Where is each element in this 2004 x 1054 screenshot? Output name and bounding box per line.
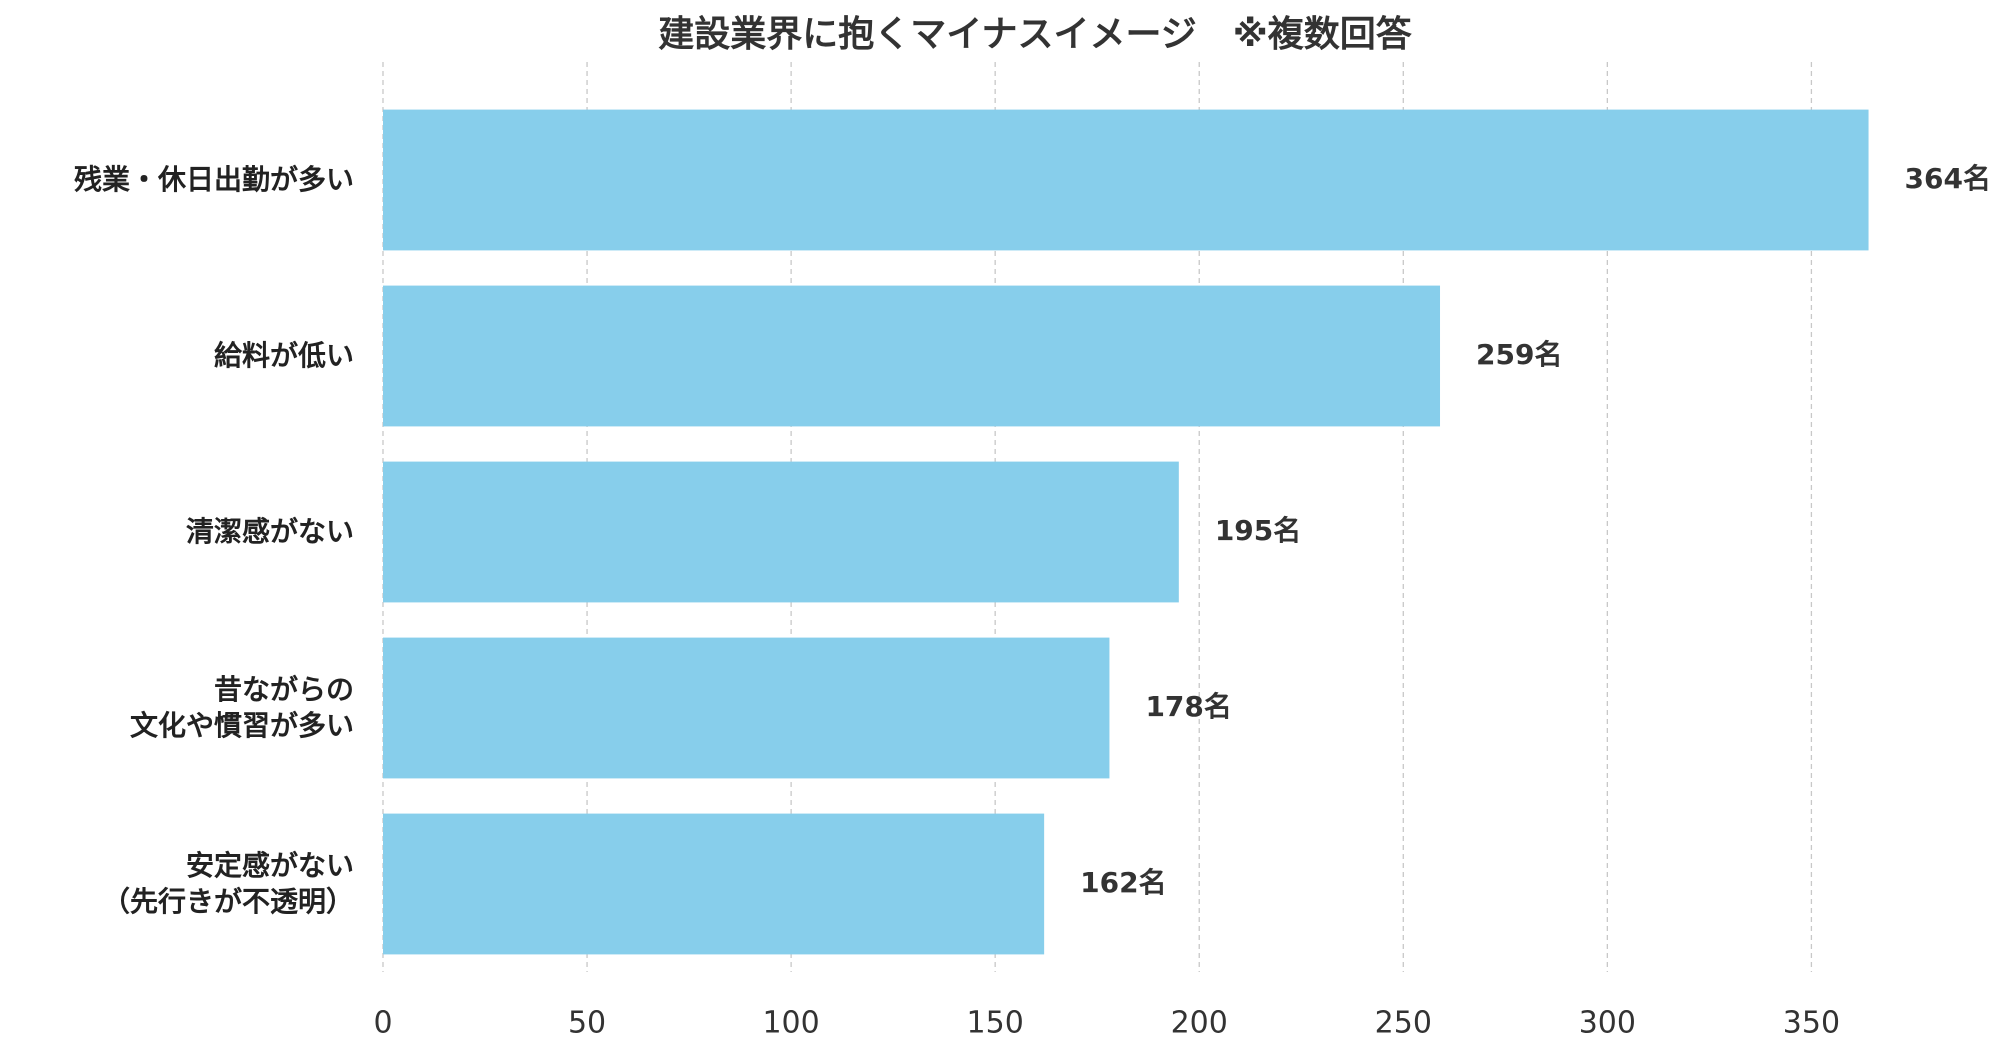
chart-title: 建設業界に抱くマイナスイメージ ※複数回答 xyxy=(658,14,1413,55)
bar xyxy=(383,285,1441,427)
bar xyxy=(383,637,1110,779)
x-tick-label: 300 xyxy=(1579,1006,1636,1041)
value-label: 162名 xyxy=(1080,866,1166,899)
y-tick-label: 昔ながらの 文化や慣習が多い xyxy=(129,673,354,742)
x-tick-label: 250 xyxy=(1375,1006,1432,1041)
x-tick-label: 350 xyxy=(1783,1006,1840,1041)
value-label: 178名 xyxy=(1145,690,1231,723)
x-tick-label: 200 xyxy=(1171,1006,1228,1041)
x-tick-label: 0 xyxy=(373,1006,392,1041)
x-tick-label: 50 xyxy=(568,1006,606,1041)
value-label: 259名 xyxy=(1476,338,1562,371)
y-tick-label: 残業・休日出勤が多い xyxy=(73,163,354,196)
value-label: 195名 xyxy=(1215,514,1301,547)
bar xyxy=(383,109,1869,251)
x-tick-label: 150 xyxy=(967,1006,1024,1041)
y-tick-label: 清潔感がない xyxy=(185,515,354,548)
value-label: 364名 xyxy=(1905,162,1991,195)
x-tick-label: 100 xyxy=(762,1006,819,1041)
y-tick-label: 安定感がない （先行きが不透明） xyxy=(101,849,354,918)
bar xyxy=(383,461,1179,603)
y-tick-label: 給料が低い xyxy=(213,339,354,372)
bar xyxy=(383,813,1045,955)
